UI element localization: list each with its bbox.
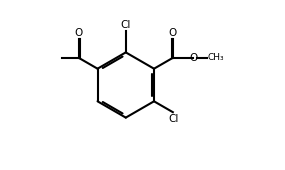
- Text: CH₃: CH₃: [208, 53, 224, 62]
- Text: Cl: Cl: [168, 114, 179, 124]
- Text: O: O: [189, 53, 198, 63]
- Text: O: O: [169, 28, 177, 38]
- Text: Cl: Cl: [121, 20, 131, 30]
- Text: O: O: [75, 28, 83, 38]
